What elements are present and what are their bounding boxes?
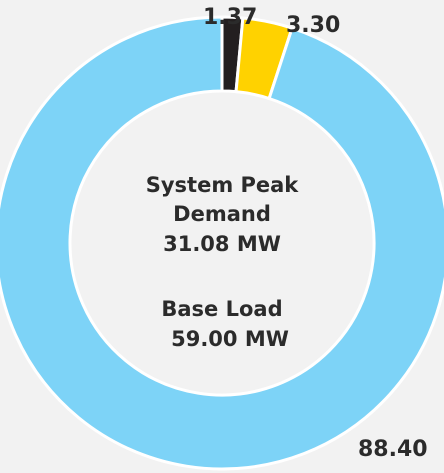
donut-segment (0, 15, 444, 471)
value-label: 3.30 (286, 13, 340, 38)
center-line: System Peak (146, 173, 300, 197)
center-line: 31.08 MW (163, 232, 281, 256)
center-line: 59.00 MW (171, 327, 289, 351)
value-label: 88.40 (358, 437, 428, 462)
center-line: Base Load (161, 297, 282, 321)
value-label: 1.37 (203, 5, 257, 30)
center-text: System Peak Demand 31.08 MW Base Load 59… (146, 173, 300, 351)
center-line: Demand (173, 202, 271, 226)
